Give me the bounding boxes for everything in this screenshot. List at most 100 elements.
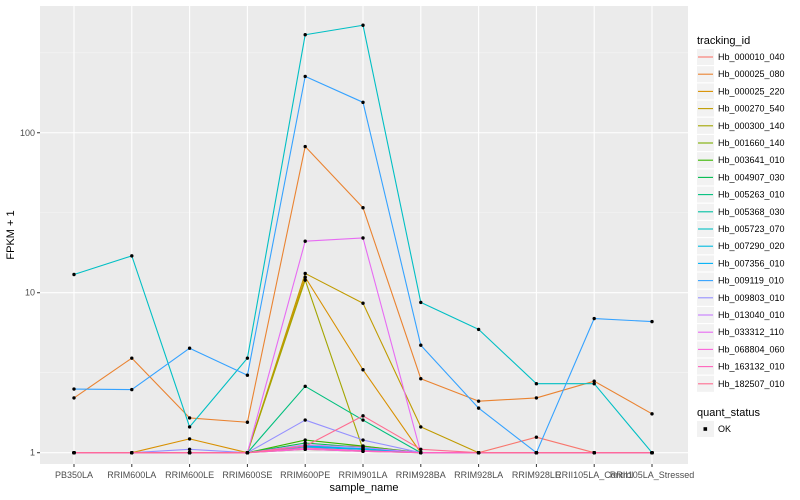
x-axis-title: sample_name xyxy=(329,482,398,494)
data-point xyxy=(419,377,423,381)
legend-item: Hb_068804_060 xyxy=(697,341,785,358)
x-tick-label: RRIM600SE xyxy=(222,470,272,480)
data-point xyxy=(130,451,134,455)
legend-item: Hb_163132_010 xyxy=(697,358,785,375)
data-point xyxy=(303,33,307,37)
grid-minor xyxy=(40,52,688,374)
data-point xyxy=(650,412,654,416)
data-point xyxy=(303,384,307,389)
data-point xyxy=(245,373,250,377)
data-point xyxy=(361,23,365,27)
data-point xyxy=(187,451,192,455)
legend-item: Hb_000300_140 xyxy=(697,117,785,134)
data-point xyxy=(303,239,307,243)
legend2-key-point xyxy=(703,427,708,431)
data-point xyxy=(592,451,596,455)
legend-label: Hb_000010_040 xyxy=(718,52,785,62)
data-point xyxy=(592,379,596,383)
legend-item: Hb_013040_010 xyxy=(697,307,785,323)
data-point xyxy=(419,447,423,452)
data-point xyxy=(361,301,365,305)
legend-item: Hb_009119_010 xyxy=(697,272,784,289)
data-point xyxy=(130,356,134,360)
data-point xyxy=(187,437,192,441)
data-point xyxy=(361,100,365,105)
legend-label: Hb_007356_010 xyxy=(718,258,785,268)
legend-label: Hb_013040_010 xyxy=(718,310,785,320)
legend2-title: quant_status xyxy=(697,407,760,419)
data-point xyxy=(303,438,307,442)
data-point xyxy=(303,74,307,79)
legend-item: Hb_005263_010 xyxy=(697,186,785,203)
data-point xyxy=(72,272,76,277)
legend2-label: OK xyxy=(718,424,731,434)
legend-label: Hb_000025_080 xyxy=(718,69,785,79)
y-tick-label: 10 xyxy=(25,288,35,298)
data-point xyxy=(303,271,307,276)
legend-label: Hb_000300_140 xyxy=(718,121,785,131)
x-tick-label: RRII105LA_Stressed xyxy=(610,470,695,480)
legend2-items: OK xyxy=(697,421,731,437)
data-point xyxy=(592,316,596,321)
data-point xyxy=(476,406,481,410)
legend-label: Hb_007290_020 xyxy=(718,241,785,251)
data-point xyxy=(72,451,76,455)
data-point xyxy=(245,420,250,424)
data-point xyxy=(419,425,423,429)
legend-label: Hb_004907_030 xyxy=(718,172,785,182)
legend-item: Hb_004907_030 xyxy=(697,169,785,186)
x-tick-label: RRIM928LA xyxy=(454,470,503,480)
legend-label: Hb_005723_070 xyxy=(718,224,785,234)
data-point xyxy=(187,416,192,420)
legend-label: Hb_000270_540 xyxy=(718,104,785,114)
legend-item: Hb_005368_030 xyxy=(697,203,785,220)
data-point xyxy=(72,387,76,391)
data-point xyxy=(187,447,192,452)
data-point xyxy=(361,418,365,422)
y-tick-label: 100 xyxy=(20,128,35,138)
legend-item: Hb_000010_040 xyxy=(697,49,785,65)
data-point xyxy=(534,451,539,455)
data-point xyxy=(361,445,365,450)
data-point xyxy=(361,206,365,210)
legend-label: Hb_009119_010 xyxy=(718,276,784,286)
legend-title: tracking_id xyxy=(697,35,750,47)
data-point xyxy=(361,438,365,442)
data-point xyxy=(361,236,365,240)
data-point xyxy=(419,300,423,305)
legend-items: Hb_000010_040 Hb_000025_080 Hb_000025_220 H… xyxy=(697,49,785,392)
x-axis: PB350LA RRIM600LA RRIM600LE RRIM600SE RRIM60… xyxy=(55,464,694,480)
y-tick-label: 1 xyxy=(30,448,35,458)
x-tick-label: RRIM928LE xyxy=(512,470,561,480)
data-point xyxy=(476,451,481,455)
legend-item: Hb_001660_140 xyxy=(697,135,785,151)
data-point xyxy=(650,451,654,455)
legend-label: Hb_001660_140 xyxy=(718,138,785,148)
series-points xyxy=(72,23,654,455)
legend-item: Hb_000270_540 xyxy=(697,100,785,117)
x-tick-label: PB350LA xyxy=(55,470,93,480)
legend-label: Hb_009803_010 xyxy=(718,293,785,303)
legend-label: Hb_005368_030 xyxy=(718,207,785,217)
data-point xyxy=(187,425,192,429)
legend2-item: OK xyxy=(697,421,731,437)
legend-item: Hb_007356_010 xyxy=(697,255,785,272)
legend-item: Hb_009803_010 xyxy=(697,289,785,306)
legend-item: Hb_000025_080 xyxy=(697,66,785,83)
legend-item: Hb_000025_220 xyxy=(697,83,785,100)
data-point xyxy=(303,418,307,422)
data-point xyxy=(419,451,423,455)
legend-label: Hb_068804_060 xyxy=(718,344,785,354)
x-tick-label: RRIM600LA xyxy=(107,470,156,480)
legend-item: Hb_033312_110 xyxy=(697,324,784,341)
data-point xyxy=(534,396,539,400)
data-point xyxy=(303,144,307,149)
data-point xyxy=(534,435,539,439)
grid-major xyxy=(40,6,688,464)
data-point xyxy=(130,387,134,392)
x-tick-label: RRIM600PE xyxy=(280,470,330,480)
plot-panel xyxy=(40,6,688,464)
x-tick-label: RRIM928BA xyxy=(396,470,446,480)
data-point xyxy=(303,444,307,448)
